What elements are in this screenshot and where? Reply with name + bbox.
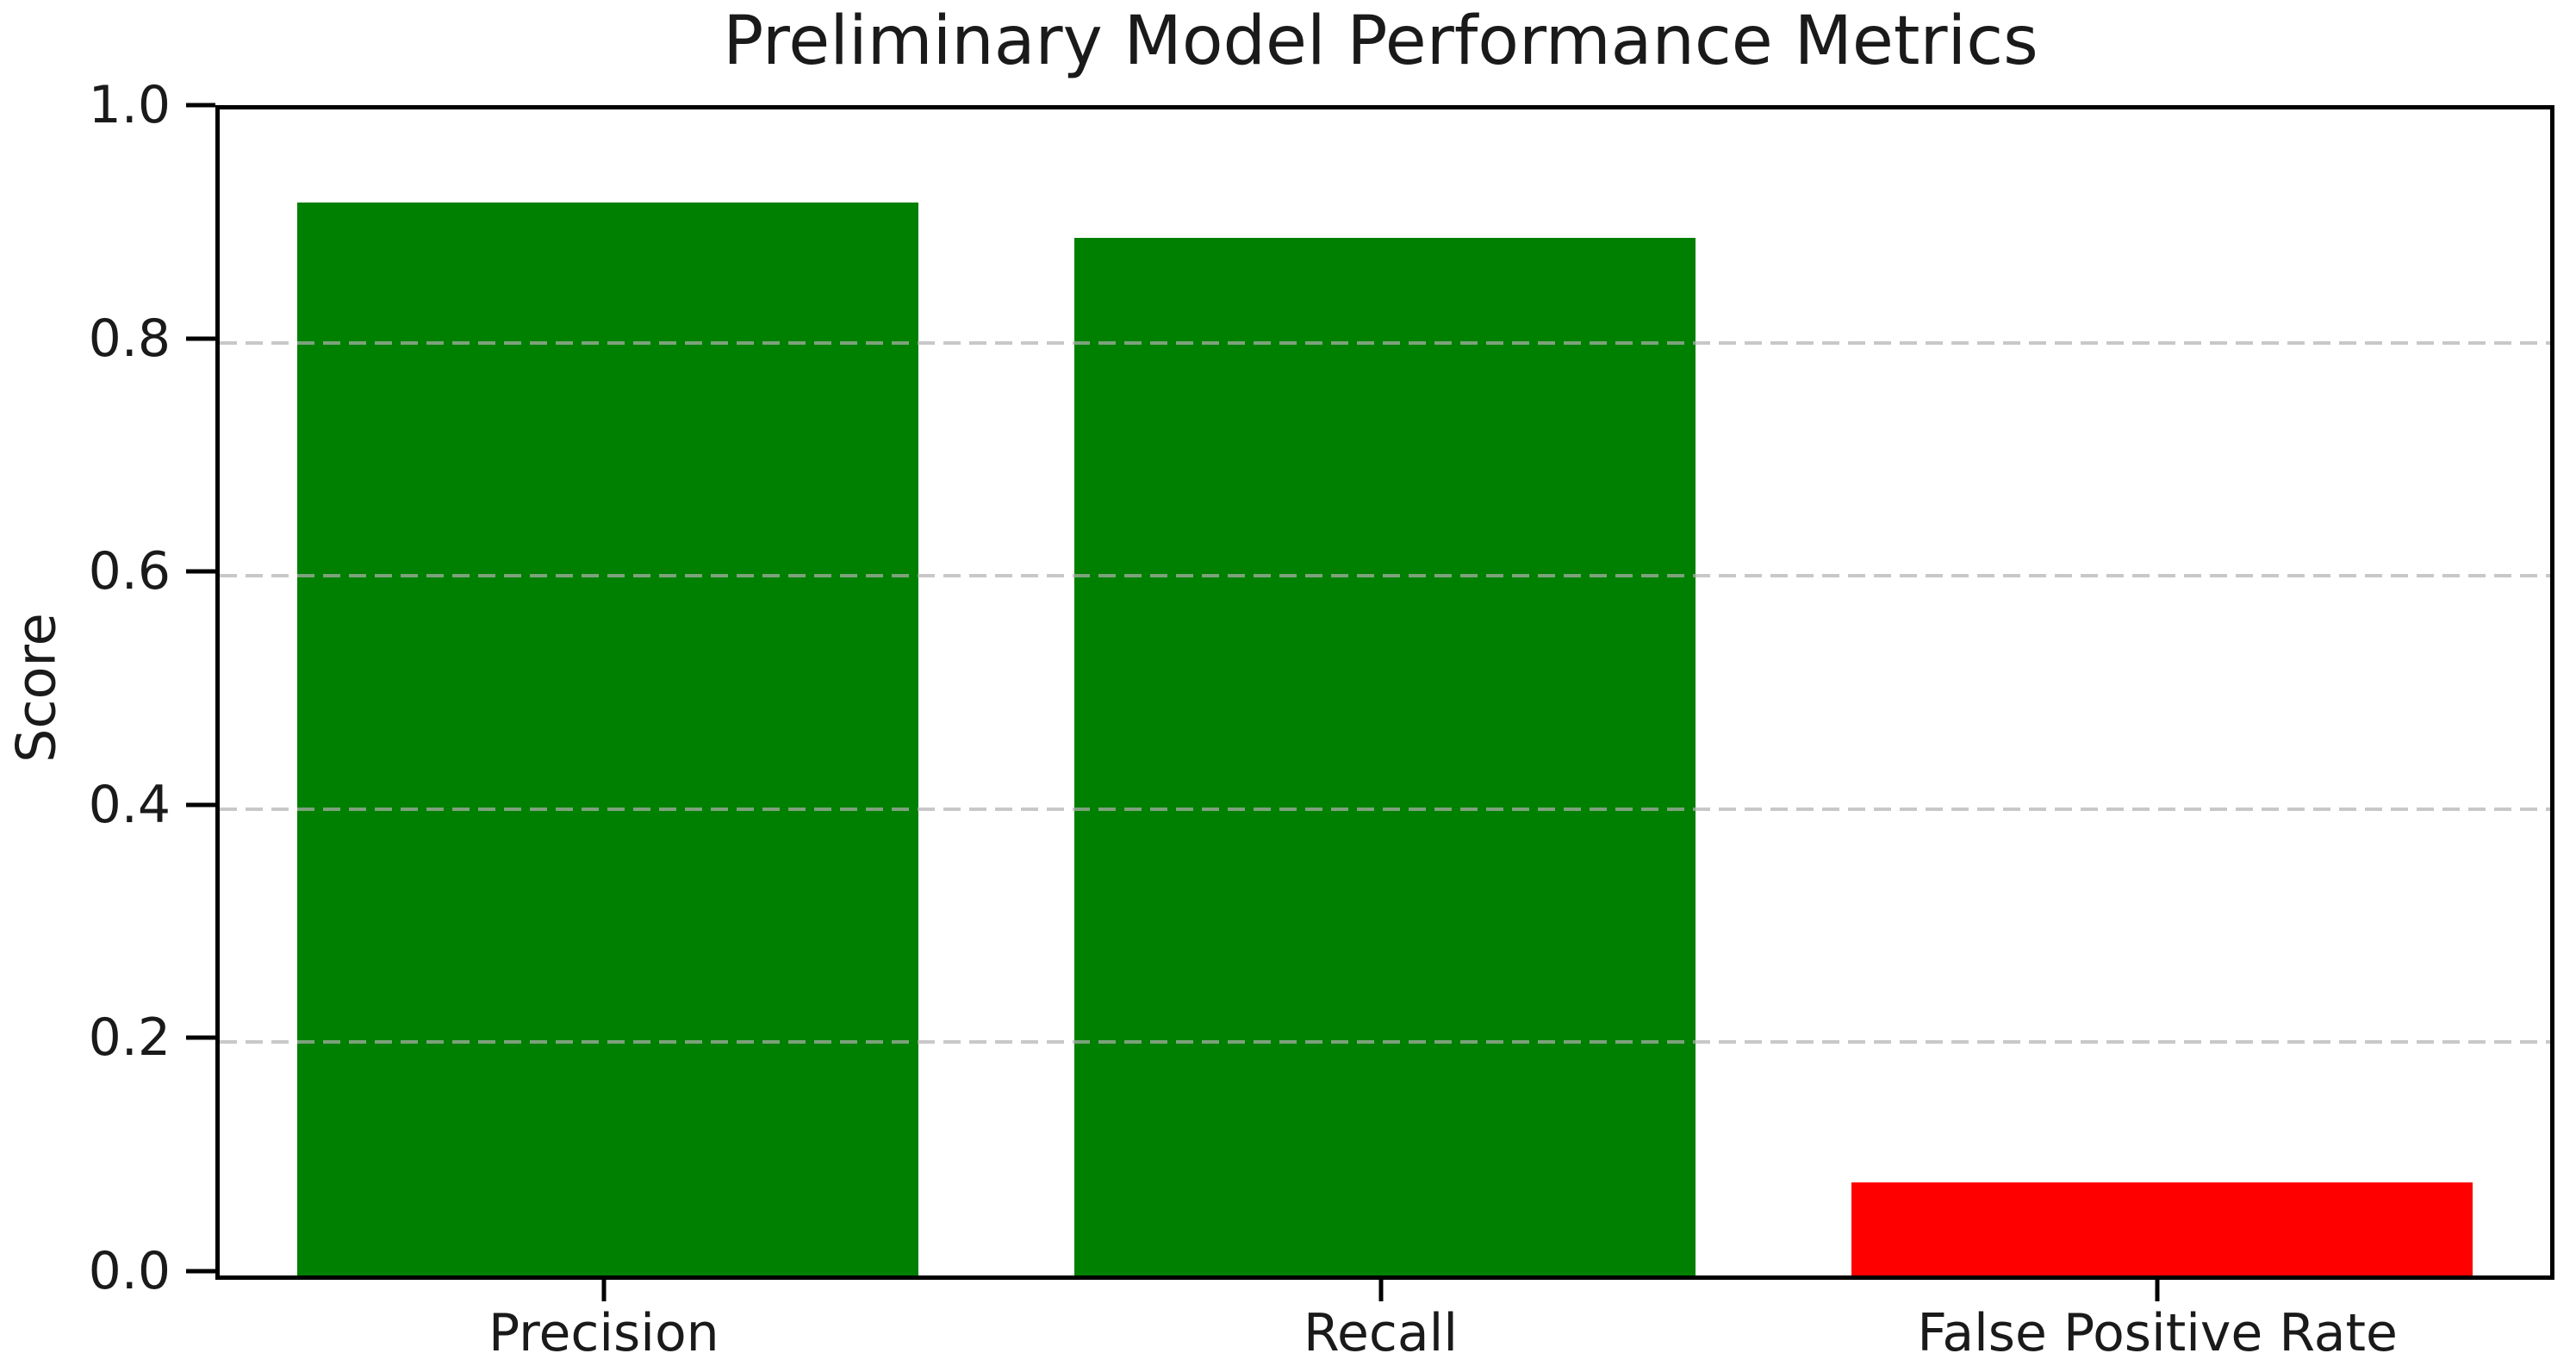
gridline [220,340,2550,345]
bar-recall [1073,237,1696,1275]
plot-area [215,105,2554,1280]
y-tick-mark [186,103,215,108]
chart-title: Preliminary Model Performance Metrics [723,3,2038,80]
gridline [220,574,2550,578]
bar-false-positive-rate [1851,1182,2473,1275]
y-tick-mark [186,336,215,341]
x-tick-mark [2155,1275,2160,1301]
y-tick-label: 0.4 [88,774,171,835]
bar-precision [297,203,919,1275]
gridline [220,807,2550,811]
y-axis-label: Score [4,613,68,763]
y-tick-label: 1.0 [88,75,171,135]
y-tick-mark [186,1035,215,1040]
x-tick-mark [601,1275,607,1301]
y-tick-mark [186,1269,215,1274]
x-tick-mark [1378,1275,1383,1301]
y-tick-label: 0.8 [88,308,171,369]
y-tick-mark [186,569,215,574]
y-tick-label: 0.6 [88,541,171,602]
y-tick-mark [186,802,215,808]
gridline [220,1040,2550,1045]
x-tick-label-recall: Recall [1303,1303,1459,1363]
y-tick-label: 0.2 [88,1007,171,1069]
y-tick-label: 0.0 [88,1241,171,1301]
x-tick-label-precision: Precision [488,1303,719,1363]
x-tick-label-false-positive-rate: False Positive Rate [1917,1303,2398,1363]
